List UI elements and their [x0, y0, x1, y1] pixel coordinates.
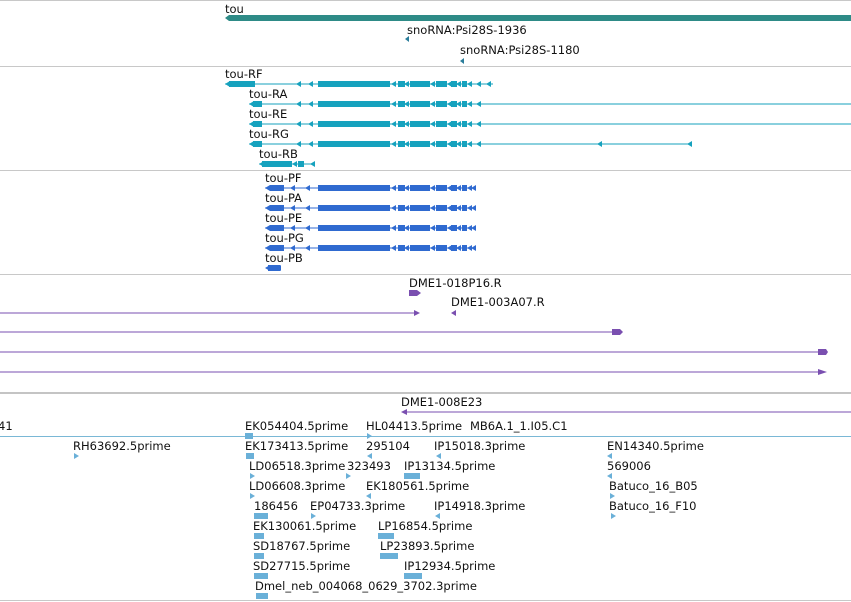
est-label[interactable]: IP13134.5prime: [404, 459, 496, 473]
est-label[interactable]: RH63692.5prime: [73, 439, 171, 453]
protein-label[interactable]: tou-PG: [265, 231, 304, 245]
clone-label[interactable]: DME1-008E23: [401, 395, 483, 409]
est-glyphs[interactable]: [0, 419, 851, 602]
snorna-label[interactable]: snoRNA:Psi28S-1936: [407, 23, 527, 37]
est-label[interactable]: EK130061.5prime: [253, 519, 357, 533]
clone-glyphs[interactable]: [0, 275, 851, 418]
est-label[interactable]: Batuco_16_B05: [609, 479, 698, 493]
est-label[interactable]: SD27715.5prime: [253, 559, 351, 573]
transcript-label[interactable]: tou-RA: [249, 87, 288, 101]
est-label[interactable]: Dmel_neb_004068_0629_3702.3prime: [255, 579, 477, 593]
protein-label[interactable]: tou-PF: [265, 171, 302, 185]
est-label[interactable]: IP12934.5prime: [404, 559, 496, 573]
track-separator: [0, 0, 851, 1]
est-label[interactable]: SD18767.5prime: [253, 539, 351, 553]
clone-label[interactable]: DME1-018P16.R: [409, 276, 502, 290]
est-label[interactable]: MB6A.1_1.I05.C1: [470, 419, 568, 433]
track-separator: [0, 170, 851, 171]
est-label[interactable]: 569006: [607, 459, 651, 473]
protein-glyphs[interactable]: [0, 171, 851, 274]
est-track: 41 EK054404.5prime HL04413.5prime MB6A.1_1.…: [0, 419, 851, 602]
transcript-model: [249, 141, 691, 147]
snorna-arrow-icon[interactable]: [0, 0, 851, 66]
transcript-model: [225, 81, 493, 87]
est-label[interactable]: LD06518.3prime: [249, 459, 346, 473]
protein-label[interactable]: tou-PB: [265, 251, 303, 265]
transcript-label[interactable]: tou-RF: [225, 67, 263, 81]
clone-track: DME1-018P16.R DME1-003A07.R DME1-008E23: [0, 275, 851, 418]
transcript-label[interactable]: tou-RG: [249, 127, 289, 141]
est-label[interactable]: HL04413.5prime: [366, 419, 463, 433]
est-label[interactable]: 295104: [366, 439, 410, 453]
est-label[interactable]: Batuco_16_F10: [609, 499, 697, 513]
est-label[interactable]: 323493: [347, 459, 391, 473]
est-label[interactable]: EN14340.5prime: [607, 439, 704, 453]
track-separator: [0, 600, 851, 601]
est-label[interactable]: IP15018.3prime: [434, 439, 526, 453]
est-label[interactable]: EK173413.5prime: [245, 439, 349, 453]
track-separator: [0, 436, 851, 437]
clone-label[interactable]: DME1-003A07.R: [451, 295, 545, 309]
gene-glyph[interactable]: [0, 0, 851, 66]
est-label[interactable]: LP16854.5prime: [378, 519, 473, 533]
transcript-label[interactable]: tou-RE: [249, 107, 288, 121]
est-label[interactable]: LP23893.5prime: [380, 539, 475, 553]
est-label[interactable]: EK180561.5prime: [366, 479, 470, 493]
transcript-label[interactable]: tou-RB: [259, 147, 298, 161]
protein-label[interactable]: tou-PA: [265, 191, 303, 205]
protein-track: tou-PF tou-PA tou-PE tou-PG tou-PB: [0, 171, 851, 275]
gene-track: tou snoRNA:Psi28S-1936 snoRNA:Psi28S-118…: [0, 0, 851, 67]
track-separator: [0, 274, 851, 275]
est-label[interactable]: EK054404.5prime: [245, 419, 349, 433]
transcript-model: [249, 121, 851, 127]
est-label[interactable]: IP14918.3prime: [434, 499, 526, 513]
transcript-track: tou-RF tou-RA tou-RE tou-RG tou-RB: [0, 67, 851, 171]
gene-label[interactable]: tou: [225, 2, 244, 16]
est-label[interactable]: 186456: [254, 499, 298, 513]
snorna-arrow-icon[interactable]: [0, 0, 851, 66]
est-label[interactable]: LD06608.3prime: [249, 479, 346, 493]
est-label[interactable]: 41: [0, 419, 13, 433]
snorna-label[interactable]: snoRNA:Psi28S-1180: [460, 43, 580, 57]
est-label[interactable]: EP04733.3prime: [310, 499, 406, 513]
transcript-model: [249, 101, 851, 107]
track-separator: [0, 66, 851, 67]
protein-label[interactable]: tou-PE: [265, 211, 303, 225]
transcript-glyphs[interactable]: [0, 67, 851, 170]
